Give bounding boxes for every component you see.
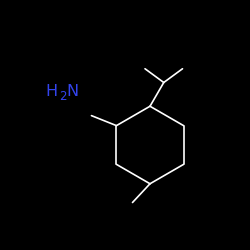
Text: N: N	[66, 84, 78, 99]
Text: 2: 2	[59, 90, 67, 103]
Text: H: H	[45, 84, 57, 99]
